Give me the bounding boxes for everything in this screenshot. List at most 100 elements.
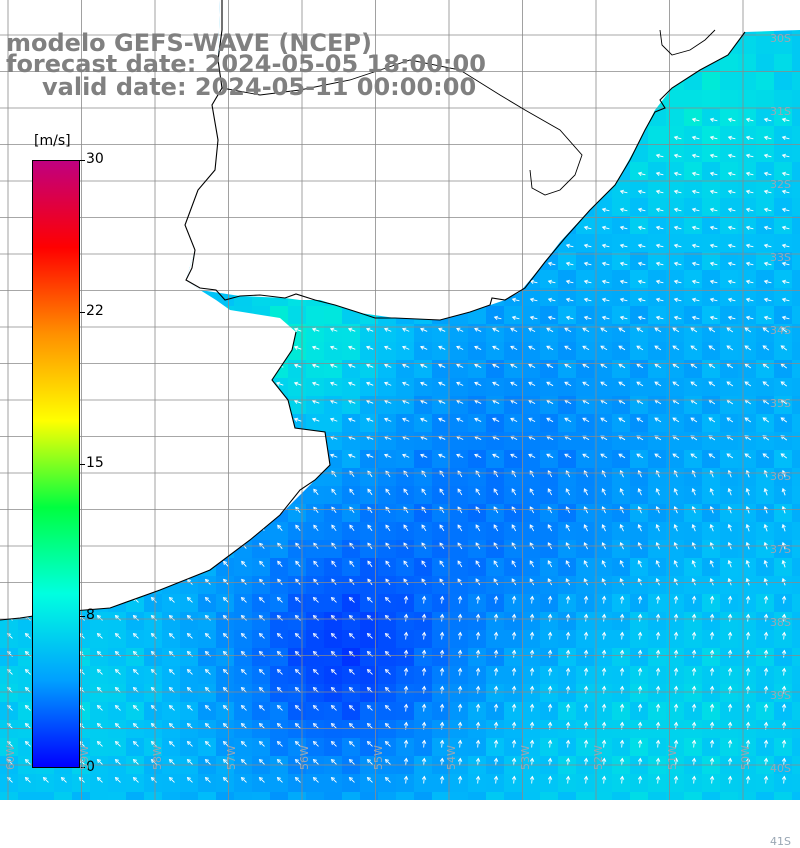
wind-speed-cell <box>738 216 756 234</box>
wind-speed-cell <box>378 432 396 450</box>
wind-speed-cell <box>738 198 756 216</box>
wind-speed-cell <box>288 702 306 720</box>
wind-speed-cell <box>576 306 594 324</box>
wind-speed-cell <box>648 360 666 378</box>
wind-speed-cell <box>540 414 558 432</box>
wind-speed-cell <box>324 342 342 360</box>
wind-speed-cell <box>378 522 396 540</box>
wind-speed-cell <box>360 396 378 414</box>
wind-speed-cell <box>378 594 396 612</box>
wind-speed-cell <box>630 468 648 486</box>
wind-speed-cell <box>576 450 594 468</box>
wind-speed-cell <box>522 630 540 648</box>
wind-speed-cell <box>630 414 648 432</box>
latitude-label: 37S <box>770 543 791 556</box>
wind-speed-cell <box>324 720 342 738</box>
wind-speed-cell <box>126 774 144 792</box>
wind-speed-cell <box>522 648 540 666</box>
wind-speed-cell <box>648 738 666 756</box>
longitude-label: 51W <box>665 745 679 770</box>
wind-speed-cell <box>792 306 800 324</box>
wind-speed-cell <box>648 306 666 324</box>
wind-speed-cell <box>378 414 396 432</box>
wind-speed-cell <box>774 666 792 684</box>
wind-speed-cell <box>594 270 612 288</box>
wind-speed-cell <box>774 450 792 468</box>
wind-speed-cell <box>684 234 702 252</box>
wind-speed-cell <box>486 486 504 504</box>
wind-speed-cell <box>774 486 792 504</box>
wind-speed-cell <box>486 612 504 630</box>
wind-speed-cell <box>252 666 270 684</box>
wind-speed-cell <box>450 414 468 432</box>
wind-speed-cell <box>756 468 774 486</box>
wind-speed-cell <box>774 324 792 342</box>
wind-speed-cell <box>450 486 468 504</box>
wind-speed-cell <box>198 738 216 756</box>
wind-speed-cell <box>720 486 738 504</box>
wind-speed-cell <box>396 414 414 432</box>
wind-speed-cell <box>774 306 792 324</box>
wind-speed-cell <box>342 522 360 540</box>
wind-speed-cell <box>216 774 234 792</box>
longitude-label: 53W <box>518 745 532 770</box>
wind-speed-cell <box>630 612 648 630</box>
wind-speed-cell <box>558 630 576 648</box>
wind-speed-cell <box>666 252 684 270</box>
wind-speed-cell <box>576 576 594 594</box>
wind-speed-cell <box>594 414 612 432</box>
wind-speed-cell <box>774 36 792 54</box>
wind-speed-cell <box>612 198 630 216</box>
wind-speed-cell <box>594 702 612 720</box>
wind-speed-cell <box>576 702 594 720</box>
wind-speed-cell <box>720 378 738 396</box>
wind-speed-cell <box>270 720 288 738</box>
wind-speed-cell <box>738 396 756 414</box>
wind-speed-cell <box>756 396 774 414</box>
wind-speed-cell <box>252 630 270 648</box>
wind-speed-cell <box>306 774 324 792</box>
wind-speed-cell <box>702 486 720 504</box>
wind-speed-cell <box>396 648 414 666</box>
wind-speed-cell <box>468 612 486 630</box>
wind-speed-cell <box>702 414 720 432</box>
wind-speed-cell <box>432 450 450 468</box>
wind-speed-cell <box>270 702 288 720</box>
wind-speed-cell <box>684 738 702 756</box>
wind-speed-cell <box>540 360 558 378</box>
wind-speed-cell <box>522 684 540 702</box>
wind-speed-cell <box>738 90 756 108</box>
wind-speed-cell <box>702 144 720 162</box>
wind-speed-cell <box>594 684 612 702</box>
wind-speed-cell <box>540 378 558 396</box>
wind-speed-cell <box>738 234 756 252</box>
wind-speed-cell <box>324 630 342 648</box>
wind-speed-cell <box>378 342 396 360</box>
wind-speed-cell <box>36 792 54 800</box>
wind-speed-cell <box>702 216 720 234</box>
wind-speed-cell <box>702 180 720 198</box>
wind-speed-cell <box>792 324 800 342</box>
colorbar-tickmark <box>80 312 85 313</box>
wind-speed-cell <box>720 126 738 144</box>
wind-speed-cell <box>504 630 522 648</box>
wind-speed-cell <box>666 468 684 486</box>
wind-speed-cell <box>450 612 468 630</box>
wind-speed-cell <box>252 684 270 702</box>
wind-speed-cell <box>432 774 450 792</box>
wind-speed-cell <box>396 666 414 684</box>
wind-speed-cell <box>324 792 342 800</box>
wind-speed-cell <box>594 594 612 612</box>
wind-speed-cell <box>558 252 576 270</box>
wind-speed-cell <box>468 540 486 558</box>
wind-speed-cell <box>738 450 756 468</box>
wind-speed-cell <box>414 738 432 756</box>
wind-speed-cell <box>18 792 36 800</box>
wind-speed-cell <box>180 774 198 792</box>
wind-speed-cell <box>738 324 756 342</box>
wind-speed-cell <box>504 684 522 702</box>
wind-speed-cell <box>504 594 522 612</box>
wind-speed-cell <box>216 684 234 702</box>
longitude-label: 60W <box>4 745 17 770</box>
wind-speed-cell <box>162 774 180 792</box>
